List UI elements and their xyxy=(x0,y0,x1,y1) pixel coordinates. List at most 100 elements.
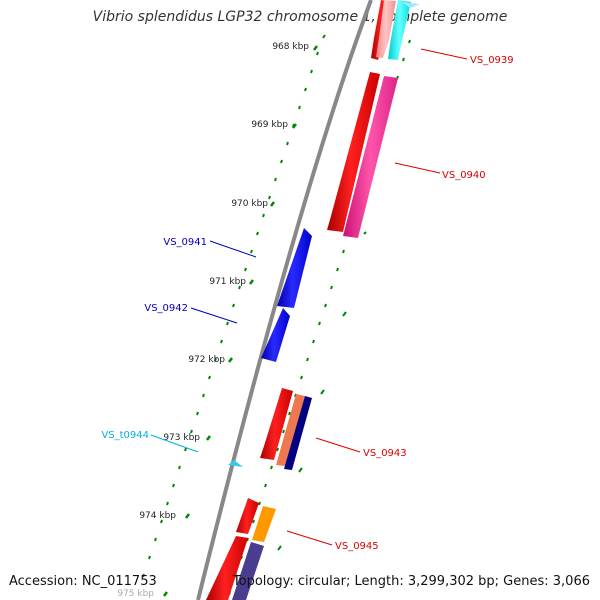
gene-label-vs0944[interactable]: VS_t0944 xyxy=(101,430,149,441)
scale-tick xyxy=(249,279,254,285)
track-dot xyxy=(324,303,327,308)
gene-vs0943-navy[interactable] xyxy=(284,396,312,470)
track-dot xyxy=(256,231,259,236)
track-dot xyxy=(190,429,193,434)
track-dot xyxy=(336,267,339,272)
gene-vs0945-orange[interactable] xyxy=(252,506,276,542)
gene-lower-purple[interactable] xyxy=(232,542,264,600)
track-dot xyxy=(402,57,405,62)
scale-tick xyxy=(163,591,168,597)
scale-label: 969 kbp xyxy=(251,120,288,130)
track-dot xyxy=(148,555,151,560)
track-dot xyxy=(304,87,307,92)
leader-vs0942 xyxy=(190,307,238,324)
accession-text: Accession: NC_011753 xyxy=(9,574,157,589)
leader-vs0941 xyxy=(209,240,257,258)
left-dotted-track xyxy=(142,34,326,578)
track-dot xyxy=(202,393,205,398)
scale-tick xyxy=(270,201,275,207)
scale-tick xyxy=(206,435,211,441)
gene-vs0940-cds[interactable] xyxy=(327,72,380,232)
track-dot xyxy=(294,393,297,398)
gene-vs0939-tip xyxy=(402,2,420,8)
gene-vs0944-trna[interactable] xyxy=(228,460,243,467)
gene-vs0940-magenta[interactable] xyxy=(343,76,398,238)
track-dot xyxy=(300,375,303,380)
gene-label-vs0943[interactable]: VS_0943 xyxy=(363,448,407,459)
track-dot xyxy=(320,389,325,395)
scale-tick xyxy=(313,45,318,51)
track-dot xyxy=(310,69,313,74)
gene-vs0943-salmon[interactable] xyxy=(276,394,305,466)
track-dot xyxy=(286,141,289,146)
track-dot xyxy=(262,213,265,218)
genome-summary-text: Topology: circular; Length: 3,299,302 bp… xyxy=(232,574,590,589)
track-dot xyxy=(288,411,291,416)
track-dot xyxy=(244,267,247,272)
gene-label-vs0939[interactable]: VS_0939 xyxy=(470,55,514,66)
gene-vs0943-cds[interactable] xyxy=(260,388,293,460)
track-dot xyxy=(258,501,261,506)
track-dot xyxy=(264,483,267,488)
track-dot xyxy=(274,177,277,182)
track-dot xyxy=(178,465,181,470)
track-dot xyxy=(226,321,229,326)
track-dot xyxy=(318,321,321,326)
leader-vs0943 xyxy=(315,437,361,453)
track-dot xyxy=(408,39,411,44)
scale-label: 970 kbp xyxy=(231,199,268,209)
track-dot xyxy=(268,195,271,200)
track-dot xyxy=(298,105,301,110)
scale-label: 971 kbp xyxy=(209,277,246,287)
leader-vs0940 xyxy=(394,162,441,174)
gene-vs0939-cyan[interactable] xyxy=(388,0,411,60)
gene-label-vs0945[interactable]: VS_0945 xyxy=(335,541,379,552)
scale-label: 973 kbp xyxy=(163,433,200,443)
track-dot xyxy=(208,375,211,380)
scale-tick xyxy=(185,513,190,519)
track-dot xyxy=(184,447,187,452)
track-dot xyxy=(220,339,223,344)
track-dot xyxy=(342,249,345,254)
track-dot xyxy=(282,429,285,434)
gene-lower-cds[interactable] xyxy=(206,536,248,600)
leader-vs0944 xyxy=(150,434,199,453)
track-dot xyxy=(166,501,169,506)
chromosome-backbone xyxy=(196,0,373,600)
track-dot xyxy=(363,231,367,235)
track-dot xyxy=(322,34,326,39)
scale-label: 968 kbp xyxy=(272,42,309,52)
gene-label-vs0940[interactable]: VS_0940 xyxy=(442,170,486,181)
track-dot xyxy=(196,411,199,416)
track-dot xyxy=(312,339,315,344)
track-dot xyxy=(232,303,235,308)
scale-label: 975 kbp xyxy=(117,589,154,599)
gene-label-vs0942[interactable]: VS_0942 xyxy=(144,303,188,314)
gene-vs0942-cds[interactable] xyxy=(261,308,290,362)
scale-tick xyxy=(228,357,233,363)
gene-vs0941-cds[interactable] xyxy=(277,228,312,308)
leader-vs0939 xyxy=(420,48,468,60)
track-dot xyxy=(238,285,241,290)
track-dot xyxy=(330,285,333,290)
track-dot xyxy=(276,447,279,452)
track-dot xyxy=(280,159,283,164)
gene-label-vs0941[interactable]: VS_0941 xyxy=(163,237,207,248)
track-dot xyxy=(277,545,282,551)
track-dot xyxy=(160,519,163,524)
track-dot xyxy=(298,467,303,473)
track-dot xyxy=(270,465,273,470)
track-dot xyxy=(250,249,253,254)
track-dot xyxy=(252,519,255,524)
gene-vs0939-gene[interactable] xyxy=(376,0,396,58)
scale-label: 974 kbp xyxy=(139,511,176,521)
scale-label: 972 kbp xyxy=(188,355,225,365)
track-dot xyxy=(214,357,217,362)
track-dot xyxy=(154,537,157,542)
scale-ticks xyxy=(163,45,318,597)
leader-vs0945 xyxy=(286,530,333,546)
gene-vs0945-cds[interactable] xyxy=(236,498,259,534)
track-dot xyxy=(172,483,175,488)
track-dot xyxy=(342,311,347,317)
